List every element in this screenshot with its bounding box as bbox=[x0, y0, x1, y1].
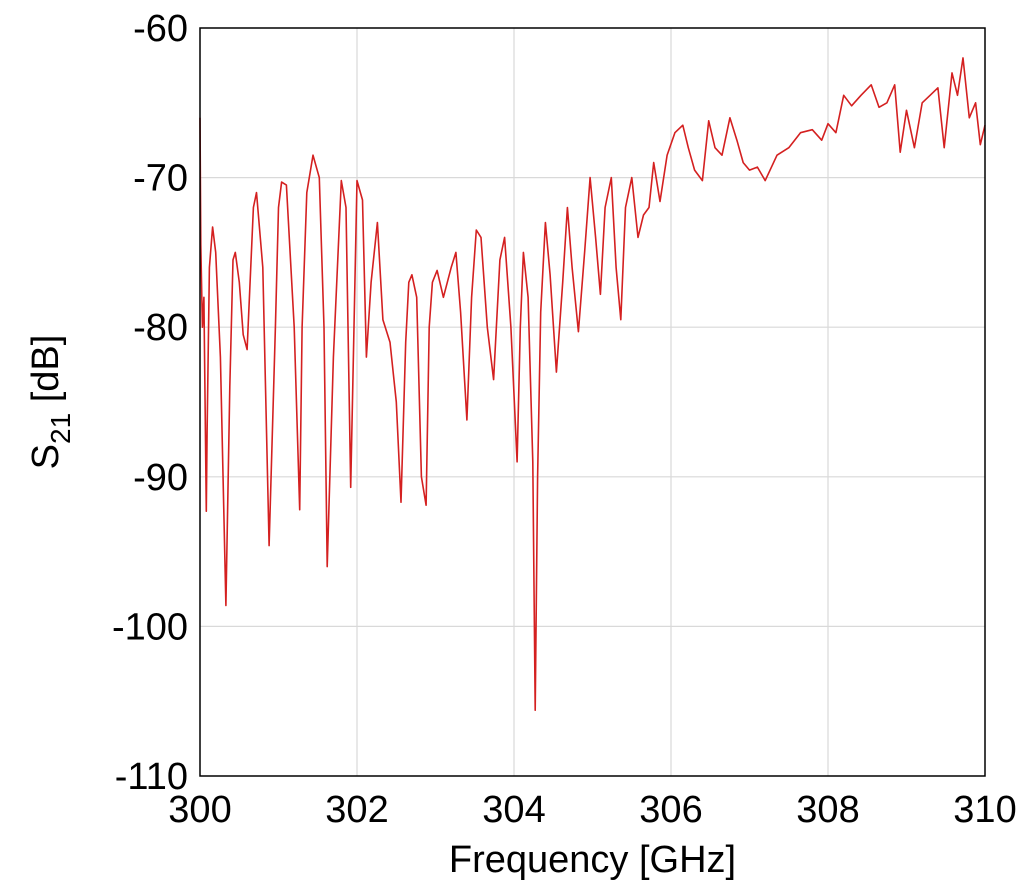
y-tick-labels: -60 -70 -80 -90 -100 -110 bbox=[112, 8, 188, 798]
y-tick-label: -100 bbox=[112, 606, 188, 648]
x-tick-label: 300 bbox=[168, 789, 231, 831]
x-tick-label: 306 bbox=[639, 789, 702, 831]
x-tick-labels: 300 302 304 306 308 310 bbox=[168, 789, 1016, 831]
series-line bbox=[199, 57, 986, 712]
y-tick-label: -110 bbox=[115, 756, 188, 798]
y-axis-label-unit: [dB] bbox=[25, 335, 67, 413]
x-tick-label: 302 bbox=[325, 789, 388, 831]
x-tick-label: 304 bbox=[482, 789, 545, 831]
x-axis-label: Frequency [GHz] bbox=[449, 839, 736, 881]
y-tick-label: -60 bbox=[133, 8, 188, 50]
y-axis-label-subscript: 21 bbox=[45, 413, 76, 444]
y-axis-label-main: S bbox=[25, 444, 67, 469]
y-tick-label: -70 bbox=[133, 158, 188, 200]
x-tick-label: 310 bbox=[953, 789, 1016, 831]
grid bbox=[200, 28, 985, 776]
plot-frame bbox=[199, 27, 986, 777]
x-tick-label: 308 bbox=[796, 789, 859, 831]
y-axis-label: S21 [dB] bbox=[25, 335, 76, 470]
series-layer bbox=[199, 57, 986, 712]
y-tick-label: -90 bbox=[133, 457, 188, 499]
y-tick-label: -80 bbox=[133, 307, 188, 349]
